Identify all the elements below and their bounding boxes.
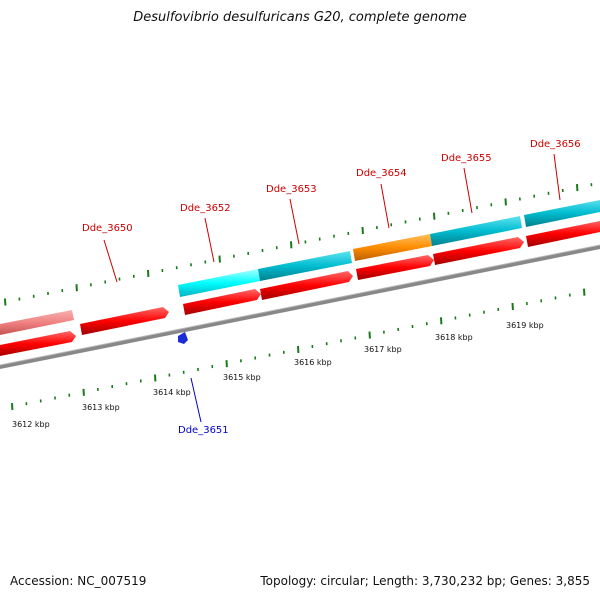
cds-arrow-reverse-3: [183, 289, 261, 315]
genome-backbone-highlight: [0, 244, 600, 366]
feature-orange: [353, 234, 432, 261]
tick-row-upper: [4, 183, 593, 306]
gene-label-dde-3655: Dde_3655: [441, 153, 492, 164]
feature-pseudo: [0, 310, 74, 335]
gene-label-dde-3654: Dde_3654: [356, 168, 407, 179]
feature-rna-3: [524, 199, 600, 227]
leader-dde-3656: [553, 153, 561, 201]
scale-label: 3614 kbp: [153, 388, 191, 397]
genome-summary-text: Topology: circular; Length: 3,730,232 bp…: [260, 574, 590, 588]
scale-label: 3619 kbp: [506, 321, 544, 330]
cds-arrow-reverse-1: [0, 331, 76, 357]
genome-title: Desulfovibrio desulfuricans G20, complet…: [133, 10, 467, 25]
scale-label-group: 3612 kbp 3613 kbp 3614 kbp 3615 kbp 3616 kbp…: [12, 321, 544, 429]
cds-arrow-reverse-4: [260, 271, 353, 300]
accession-text: Accession: NC_007519: [10, 574, 147, 588]
gene-label-dde-3656: Dde_3656: [530, 139, 581, 150]
gene-label-dde-3651: Dde_3651: [178, 425, 229, 436]
leader-dde-3653: [289, 198, 300, 245]
scale-label: 3618 kbp: [435, 333, 473, 342]
scale-label: 3613 kbp: [82, 403, 120, 412]
genome-backbone: [0, 244, 600, 370]
cds-arrow-reverse-6: [433, 237, 524, 265]
gene-label-dde-3650: Dde_3650: [82, 223, 133, 234]
tick-row-lower: [11, 288, 586, 411]
feature-rna-1: [258, 251, 352, 281]
cds-arrow-reverse-2: [80, 307, 169, 335]
gene-label-dde-3652: Dde_3652: [180, 203, 231, 214]
scale-label: 3617 kbp: [364, 345, 402, 354]
leader-dde-3654: [380, 183, 390, 229]
gene-label-dde-3653: Dde_3653: [266, 184, 317, 195]
leader-dde-3652: [204, 217, 215, 263]
cds-arrow-reverse-7: [526, 221, 600, 247]
scale-label: 3612 kbp: [12, 420, 50, 429]
leader-dde-3650: [103, 239, 118, 283]
feature-highlight-cyan: [178, 269, 260, 297]
leader-dde-3655: [463, 167, 473, 214]
leader-dde-3651: [190, 377, 202, 423]
scale-label: 3616 kbp: [294, 358, 332, 367]
feature-rna-2: [430, 216, 522, 246]
cds-arrow-reverse-5: [356, 255, 434, 280]
gene-marker-dde-3651: [178, 332, 188, 344]
scale-label: 3615 kbp: [223, 373, 261, 382]
